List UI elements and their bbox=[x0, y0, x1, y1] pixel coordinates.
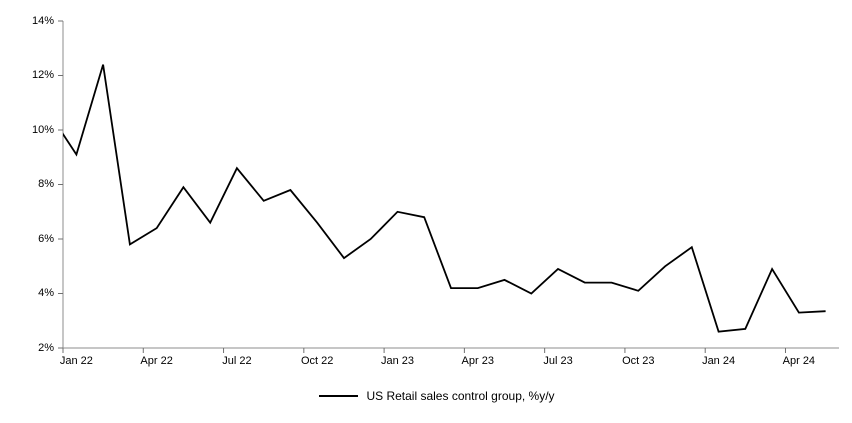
y-tick-label: 14% bbox=[31, 14, 54, 27]
legend: US Retail sales control group, %y/y bbox=[0, 389, 852, 403]
data-line-us-retail-sales-control-group bbox=[63, 64, 826, 333]
y-tick-label: 4% bbox=[38, 287, 54, 299]
x-tick-label: Jul 22 bbox=[222, 355, 252, 367]
x-tick-label: Apr 22 bbox=[140, 355, 173, 367]
x-tick-label: Oct 22 bbox=[301, 355, 334, 367]
x-tick-label: Jan 22 bbox=[59, 355, 93, 367]
x-tick-label: Jul 23 bbox=[543, 355, 573, 367]
x-tick-label: Oct 23 bbox=[622, 355, 655, 367]
y-tick-label: 2% bbox=[38, 341, 54, 354]
x-tick-label: Apr 23 bbox=[461, 355, 494, 367]
x-tick-label: Jan 24 bbox=[702, 355, 736, 367]
legend-line-marker-icon bbox=[319, 395, 359, 397]
y-tick-label: 8% bbox=[38, 178, 54, 190]
y-tick-label: 10% bbox=[31, 123, 54, 136]
y-tick-label: 6% bbox=[38, 232, 54, 245]
x-tick-label: Jan 23 bbox=[380, 355, 414, 367]
y-tick-label: 12% bbox=[31, 69, 54, 81]
x-tick-label: Apr 24 bbox=[782, 355, 816, 367]
legend-series-label: US Retail sales control group, %y/y bbox=[366, 389, 555, 403]
